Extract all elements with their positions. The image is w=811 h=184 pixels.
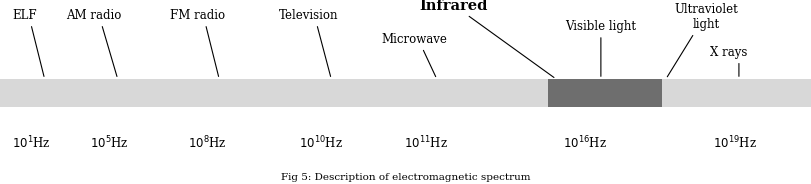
Text: $10^{16}$Hz: $10^{16}$Hz xyxy=(562,134,606,151)
Text: AM radio: AM radio xyxy=(66,9,121,22)
Text: Fig 5: Description of electromagnetic spectrum: Fig 5: Description of electromagnetic sp… xyxy=(281,173,530,182)
Text: Microwave: Microwave xyxy=(380,33,447,46)
Text: Visible light: Visible light xyxy=(564,20,636,33)
Text: Infrared: Infrared xyxy=(418,0,487,13)
Text: Television: Television xyxy=(278,9,338,22)
Text: $10^{1}$Hz: $10^{1}$Hz xyxy=(11,134,50,151)
Text: $10^{11}$Hz: $10^{11}$Hz xyxy=(404,134,448,151)
Text: $10^{10}$Hz: $10^{10}$Hz xyxy=(298,134,342,151)
Text: FM radio: FM radio xyxy=(169,9,225,22)
Text: Ultraviolet
light: Ultraviolet light xyxy=(674,3,737,31)
Text: $10^{5}$Hz: $10^{5}$Hz xyxy=(90,134,129,151)
Text: $10^{19}$Hz: $10^{19}$Hz xyxy=(712,134,756,151)
Bar xyxy=(547,79,661,107)
Bar xyxy=(0,79,811,107)
Text: X rays: X rays xyxy=(710,46,747,59)
Text: $10^{8}$Hz: $10^{8}$Hz xyxy=(187,134,226,151)
Text: ELF: ELF xyxy=(12,9,36,22)
